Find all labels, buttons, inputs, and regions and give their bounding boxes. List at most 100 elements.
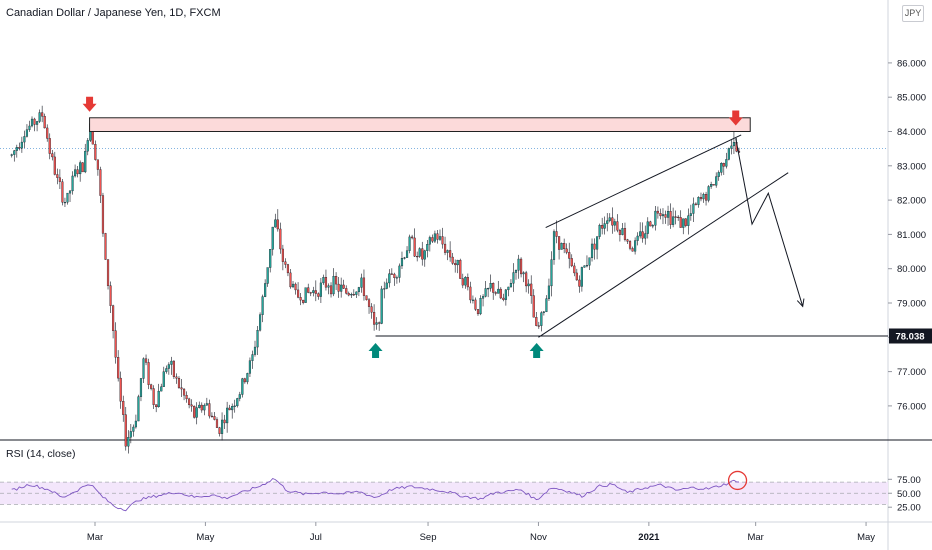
candle-body bbox=[248, 360, 252, 374]
candle-body bbox=[134, 420, 137, 428]
candle-body bbox=[243, 378, 246, 383]
candle-body bbox=[517, 258, 520, 271]
candle-body bbox=[220, 419, 224, 434]
candle-body bbox=[636, 235, 639, 241]
candle-body bbox=[563, 243, 566, 250]
candle-body bbox=[456, 259, 459, 266]
currency-badge[interactable]: JPY bbox=[902, 5, 924, 22]
candle-body bbox=[537, 325, 540, 327]
candle-body bbox=[129, 431, 132, 438]
candle-body bbox=[535, 317, 538, 326]
candle-body bbox=[157, 390, 160, 408]
projection-arrowhead bbox=[796, 298, 805, 308]
down-arrow-marker bbox=[82, 96, 97, 112]
candle-body bbox=[13, 150, 16, 155]
candle-body bbox=[639, 231, 642, 237]
candle-body bbox=[530, 283, 533, 296]
candle-body bbox=[269, 249, 272, 268]
candle-body bbox=[710, 184, 713, 187]
candle-body bbox=[583, 265, 586, 268]
candle-body bbox=[302, 299, 305, 303]
candle-body bbox=[357, 287, 360, 293]
candle-body bbox=[732, 142, 736, 147]
candle-body bbox=[208, 403, 211, 417]
candle-body bbox=[271, 226, 274, 250]
candle-body bbox=[644, 233, 647, 239]
candle-body bbox=[689, 213, 692, 216]
candle-body bbox=[573, 265, 576, 274]
candle-body bbox=[558, 236, 561, 250]
candle-body bbox=[542, 311, 545, 313]
candle-body bbox=[68, 190, 72, 194]
candle-body bbox=[210, 415, 214, 418]
candle-body bbox=[476, 309, 480, 315]
candle-body bbox=[309, 292, 312, 294]
candle-body bbox=[712, 184, 715, 186]
candle-body bbox=[253, 346, 257, 355]
candle-body bbox=[631, 248, 634, 252]
candle-body bbox=[525, 272, 528, 287]
candle-body bbox=[193, 405, 196, 418]
candle-body bbox=[337, 283, 340, 292]
candle-body bbox=[266, 267, 269, 284]
candle-body bbox=[28, 125, 31, 130]
candle-body bbox=[23, 136, 26, 143]
candle-body bbox=[560, 243, 563, 250]
candle-body bbox=[502, 297, 505, 300]
candle-body bbox=[38, 112, 41, 122]
candle-body bbox=[659, 213, 662, 217]
candle-body bbox=[654, 210, 657, 226]
candle-body bbox=[215, 419, 219, 428]
candle-body bbox=[568, 252, 571, 259]
candle-body bbox=[127, 437, 130, 447]
up-arrow-marker bbox=[368, 343, 383, 359]
candle-body bbox=[347, 293, 350, 296]
chart-title: Canadian Dollar / Japanese Yen, 1D, FXCM bbox=[6, 7, 221, 19]
candle-body bbox=[393, 273, 396, 279]
candle-body bbox=[185, 395, 188, 400]
candle-body bbox=[596, 236, 599, 250]
candle-body bbox=[403, 257, 406, 259]
candle-body bbox=[53, 156, 56, 175]
wedge-lower-line bbox=[538, 172, 789, 338]
candle-body bbox=[297, 289, 300, 298]
candle-body bbox=[707, 186, 710, 201]
candle-body bbox=[74, 169, 77, 177]
rsi-highlight-circle bbox=[727, 470, 748, 491]
candle-body bbox=[246, 373, 249, 383]
candle-body bbox=[507, 286, 510, 291]
candle-body bbox=[61, 181, 64, 203]
candle-body bbox=[25, 129, 29, 137]
candle-body bbox=[469, 286, 472, 301]
candle-body bbox=[692, 203, 695, 214]
candle-body bbox=[727, 148, 730, 160]
candle-body bbox=[606, 220, 609, 224]
candle-body bbox=[618, 230, 621, 235]
candle-body bbox=[555, 231, 558, 237]
candle-body bbox=[466, 277, 469, 288]
candle-body bbox=[578, 279, 581, 287]
candle-body bbox=[623, 228, 627, 240]
candle-body bbox=[677, 216, 680, 218]
candle-body bbox=[509, 283, 513, 288]
candle-body bbox=[261, 296, 264, 315]
candle-body bbox=[322, 277, 325, 284]
candle-body bbox=[56, 174, 59, 178]
candle-body bbox=[200, 404, 203, 411]
candle-body bbox=[289, 272, 292, 288]
candle-body bbox=[327, 285, 330, 288]
candle-body bbox=[238, 394, 241, 399]
candle-body bbox=[416, 256, 419, 258]
price-tick-label: 83.000 bbox=[897, 161, 926, 172]
candle-body bbox=[532, 295, 535, 318]
candle-body bbox=[459, 259, 462, 279]
up-arrow-marker bbox=[529, 343, 544, 359]
candle-body bbox=[443, 243, 447, 253]
candle-body bbox=[656, 210, 659, 214]
candle-body bbox=[258, 314, 262, 331]
candle-body bbox=[139, 378, 143, 397]
candle-body bbox=[540, 312, 543, 326]
rsi-tick-label: 25.00 bbox=[897, 503, 921, 514]
